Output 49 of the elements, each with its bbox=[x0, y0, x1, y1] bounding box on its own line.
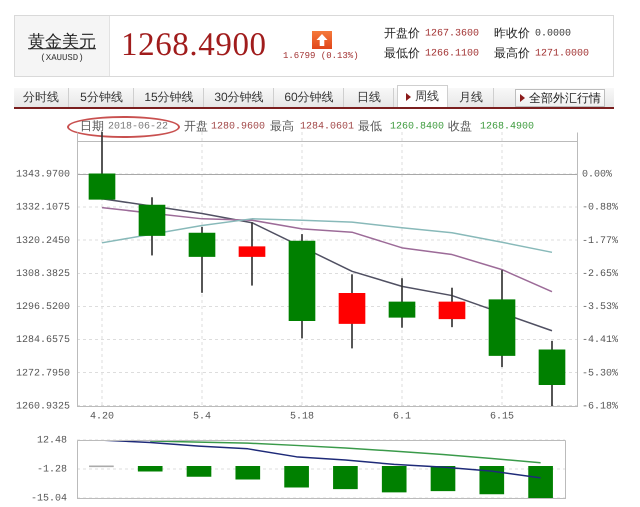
y-tick-label: 1284.6575 bbox=[16, 335, 70, 346]
x-tick-label: 5.18 bbox=[290, 412, 314, 423]
y2-tick-label: -4.41% bbox=[582, 334, 618, 346]
x-tick-label: 5.4 bbox=[192, 412, 212, 423]
annotation: 日期 bbox=[80, 119, 104, 134]
y2-tick-label: -0.88% bbox=[582, 202, 618, 214]
y2-tick-label: -5.30% bbox=[582, 368, 618, 380]
y-tick-label: 1260.9325 bbox=[16, 401, 70, 412]
candlestick bbox=[238, 222, 266, 286]
annotation: 1268.4900 bbox=[480, 121, 534, 133]
y-tick-label: 1332.1075 bbox=[16, 202, 70, 214]
annotation: 1260.8400 bbox=[390, 121, 444, 133]
text: 开盘价 bbox=[384, 26, 420, 41]
annotation: 最低 bbox=[358, 119, 382, 134]
x-tick-label: 6.1 bbox=[392, 412, 412, 423]
text: 最低价 bbox=[384, 46, 420, 61]
annotation: 1280.9600 bbox=[211, 121, 266, 133]
text: 昨收价 bbox=[494, 26, 530, 41]
text: 1271.0000 bbox=[535, 48, 590, 60]
text: 最高价 bbox=[494, 46, 530, 61]
y-tick-label: 12.48 bbox=[36, 436, 67, 447]
y-tick-label: 1296.5200 bbox=[16, 302, 70, 314]
text: 黄金美元 bbox=[28, 32, 96, 52]
y2-tick-label: -2.65% bbox=[582, 268, 618, 280]
y-tick-label: 1308.3825 bbox=[16, 268, 70, 280]
button: 全部外汇行情 bbox=[515, 89, 605, 107]
y-tick-label: 1272.7950 bbox=[16, 368, 70, 380]
tab: 周线 bbox=[397, 85, 448, 107]
y2-tick-label: 0.00% bbox=[582, 170, 612, 181]
annotation: 开盘 bbox=[184, 119, 208, 134]
y-tick-label: -1.28 bbox=[36, 464, 67, 476]
annotation: 2018-06-22 bbox=[108, 121, 168, 133]
y2-tick-label: -1.77% bbox=[582, 236, 618, 247]
text: (XAUUSD) bbox=[40, 52, 84, 64]
x-tick-label: 4.20 bbox=[90, 412, 114, 423]
annotation: 1284.0601 bbox=[300, 121, 354, 133]
y2-tick-label: -3.53% bbox=[582, 302, 618, 313]
y2-tick-label: -6.18% bbox=[582, 401, 618, 412]
y-tick-label: -15.04 bbox=[30, 494, 67, 505]
annotation: 最高 bbox=[270, 119, 294, 134]
y-tick-label: 1320.2450 bbox=[16, 236, 70, 247]
text: 1268.4900 bbox=[121, 26, 267, 64]
annotation: 收盘 bbox=[448, 119, 472, 134]
text: 1.6799 (0.13%) bbox=[283, 50, 359, 62]
text: 0.0000 bbox=[535, 28, 572, 40]
y-tick-label: 1343.9700 bbox=[16, 170, 70, 181]
text: 1266.1100 bbox=[425, 48, 480, 60]
text: 1267.3600 bbox=[425, 28, 480, 40]
x-tick-label: 6.15 bbox=[490, 412, 514, 423]
